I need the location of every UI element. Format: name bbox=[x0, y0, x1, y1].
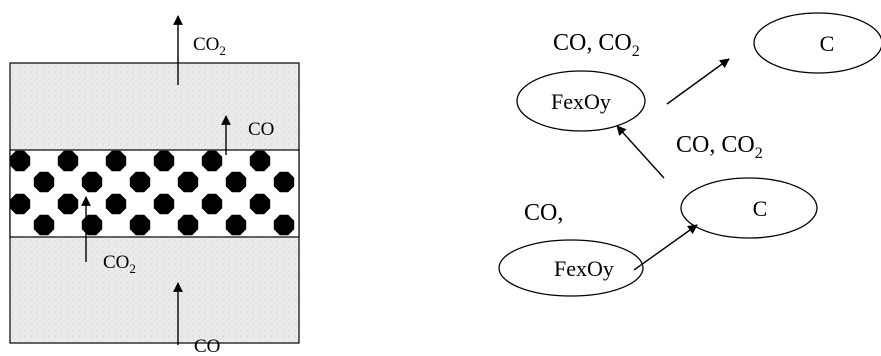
label-co-co2-mid: CO, CO2 bbox=[676, 132, 763, 162]
label-co2-top: CO2 bbox=[193, 34, 226, 58]
label-co-lower: CO, bbox=[524, 200, 563, 226]
particle bbox=[153, 193, 175, 215]
label-co-co2-top: CO, CO2 bbox=[553, 30, 640, 60]
node-fexoy-top bbox=[516, 70, 646, 132]
particle bbox=[273, 214, 295, 236]
particle bbox=[201, 150, 223, 172]
particle bbox=[9, 193, 31, 215]
particle bbox=[153, 150, 175, 172]
particle bbox=[273, 171, 295, 193]
particle bbox=[105, 193, 127, 215]
node-fexoy-top-label: FexOy bbox=[551, 89, 611, 114]
right-diagram: CO, CO2 FexOy C CO, CO2 CO, C FexOy bbox=[498, 12, 881, 297]
particle bbox=[225, 171, 247, 193]
particle bbox=[33, 214, 55, 236]
particle bbox=[81, 171, 103, 193]
particle bbox=[105, 150, 127, 172]
particle bbox=[225, 214, 247, 236]
node-c-top-label: C bbox=[820, 31, 835, 56]
particle bbox=[81, 214, 103, 236]
particle bbox=[249, 193, 271, 215]
arrow-c-to-fexoy-top bbox=[616, 125, 665, 179]
particle bbox=[9, 150, 31, 172]
particle bbox=[129, 214, 151, 236]
particle-layer bbox=[9, 150, 295, 236]
particle bbox=[177, 171, 199, 193]
particle bbox=[201, 193, 223, 215]
node-c-bottom bbox=[680, 177, 818, 239]
particle bbox=[129, 171, 151, 193]
node-c-bottom-label: C bbox=[753, 196, 768, 221]
node-fexoy-bottom-label: FexOy bbox=[554, 256, 614, 281]
node-c-top bbox=[753, 12, 881, 74]
left-diagram: CO2 CO CO2 CO bbox=[9, 15, 300, 356]
label-co-bottom: CO bbox=[194, 336, 220, 356]
label-co-mid: CO bbox=[248, 119, 274, 140]
particle bbox=[57, 150, 79, 172]
arrow-fexoy-to-c-top bbox=[666, 58, 730, 105]
node-fexoy-bottom bbox=[498, 239, 644, 297]
particle bbox=[57, 193, 79, 215]
particle bbox=[249, 150, 271, 172]
label-co2-lower: CO2 bbox=[103, 252, 136, 276]
arrow-fexoy-to-c-bottom bbox=[633, 224, 698, 271]
particle bbox=[33, 171, 55, 193]
particle bbox=[177, 214, 199, 236]
